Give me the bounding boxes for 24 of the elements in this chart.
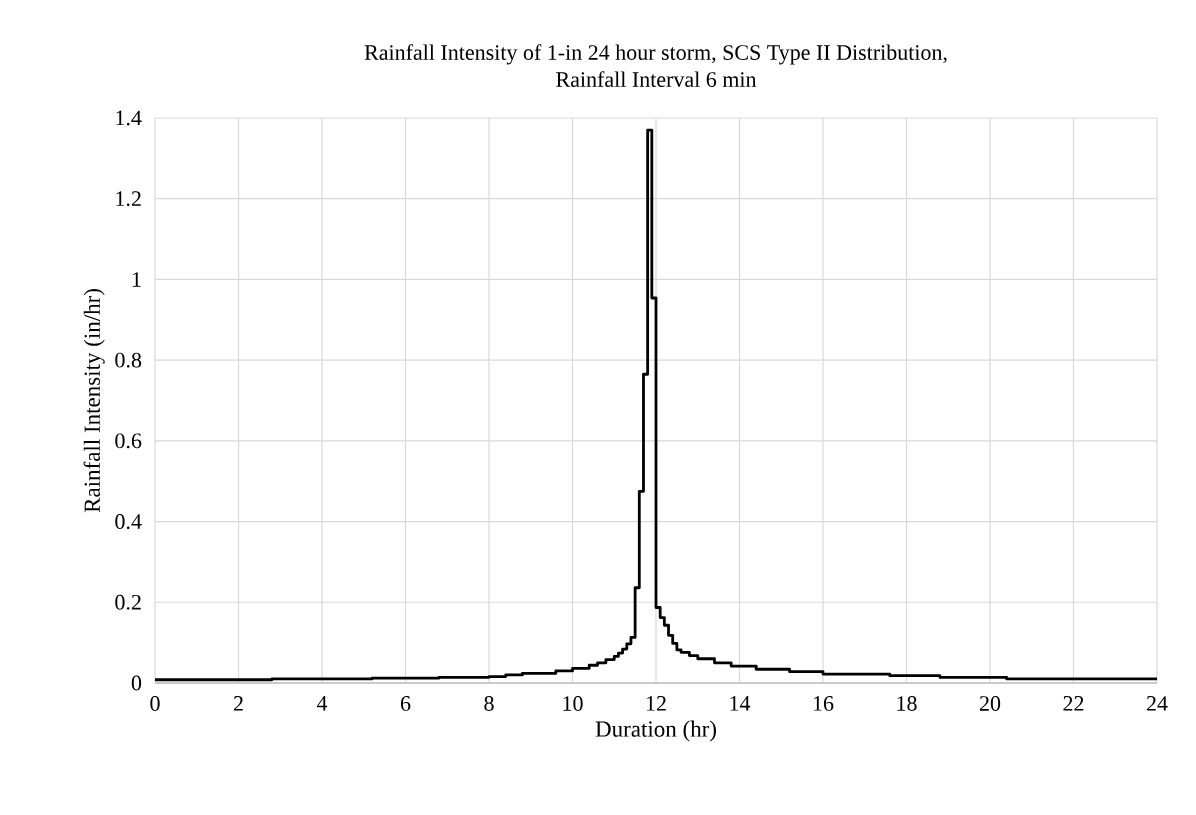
x-tick-label: 4	[316, 696, 328, 711]
y-tick-label: 0.8	[115, 352, 142, 368]
x-tick-label: 12	[646, 696, 666, 711]
x-tick-label: 24	[1146, 696, 1168, 711]
x-tick-label: 2	[233, 696, 243, 711]
y-tick-label: 0.2	[115, 594, 141, 610]
x-tick-label: 18	[897, 696, 917, 711]
y-tick-label: 0.4	[115, 514, 142, 530]
x-tick-label: 6	[400, 696, 411, 711]
y-tick-label: 0.6	[115, 433, 142, 449]
x-tick-label: 10	[563, 696, 583, 711]
y-tick-label: 0	[131, 675, 142, 691]
y-tick-label: 1.4	[116, 110, 142, 126]
x-tick-label: 14	[730, 696, 751, 711]
x-tick-label: 0	[150, 696, 160, 711]
x-tick-label: 20	[979, 696, 1001, 711]
x-tick-label: 22	[1063, 696, 1084, 711]
x-axis-title: Duration (hr)	[595, 720, 716, 742]
x-tick-label: 8	[484, 696, 494, 711]
chart-title: Rainfall Intensity of 1-in 24 hour storm, SCS Type II Distribution, Rainfall Interval 6 min	[364, 44, 947, 87]
x-tick-label: 16	[813, 696, 834, 711]
y-tick-label: 1.2	[116, 191, 141, 207]
y-axis-title: Rainfall Intensity (in/hr)	[83, 289, 105, 513]
y-tick-label: 1	[132, 272, 141, 287]
